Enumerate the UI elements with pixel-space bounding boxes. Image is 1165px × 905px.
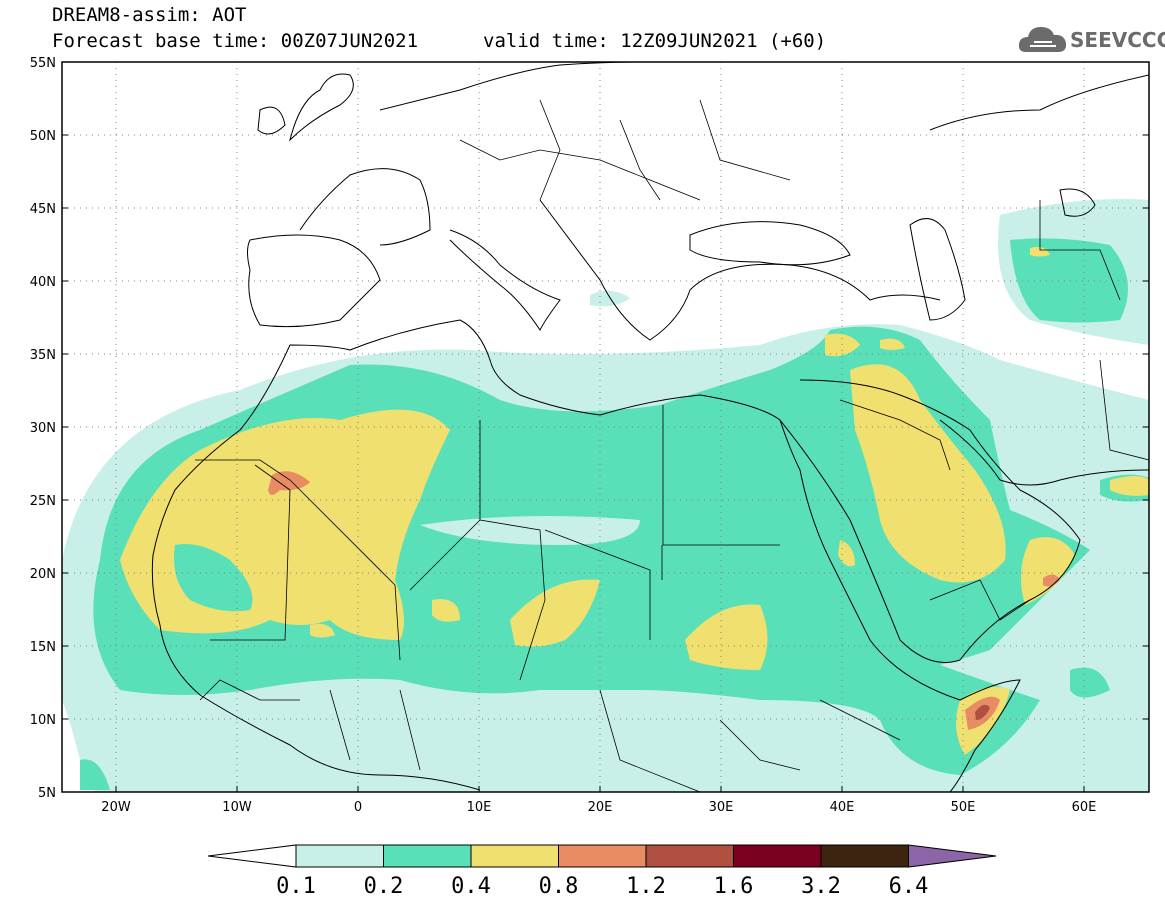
- lat-label: 15N: [30, 640, 56, 655]
- lat-label: 20N: [30, 567, 56, 582]
- colorbar-label: 1.6: [714, 874, 754, 899]
- lat-label: 45N: [30, 202, 56, 217]
- lat-label: 5N: [38, 786, 56, 801]
- colorbar-swatch: [558, 844, 647, 868]
- lat-label: 55N: [30, 56, 56, 71]
- map-title: DREAM8-assim: AOT: [52, 4, 247, 26]
- colorbar-swatch: [383, 844, 472, 868]
- lon-label: 10E: [467, 800, 492, 815]
- lat-label: 10N: [30, 713, 56, 728]
- lat-label: 30N: [30, 421, 56, 436]
- lon-label: 60E: [1072, 800, 1097, 815]
- colorbar-label: 3.2: [801, 874, 841, 899]
- coastlines: [151, 62, 1149, 792]
- lat-label: 40N: [30, 275, 56, 290]
- colorbar-swatch: [733, 844, 822, 868]
- colorbar-label: 0.4: [451, 874, 491, 899]
- country-borders: [195, 99, 1149, 792]
- lon-label: 40E: [830, 800, 855, 815]
- colorbar-label: 1.2: [626, 874, 666, 899]
- colorbar: [207, 844, 997, 868]
- colorbar-swatch: [295, 844, 384, 868]
- colorbar-swatch: [470, 844, 559, 868]
- forecast-base-time: Forecast base time: 00Z07JUN2021: [52, 30, 419, 52]
- aot-band-1.2: [975, 704, 990, 720]
- cloud-icon: [1018, 27, 1067, 52]
- lon-label: 50E: [951, 800, 976, 815]
- lat-label: 50N: [30, 129, 56, 144]
- lat-label: 25N: [30, 494, 56, 509]
- aot-band-0.4: [120, 246, 1149, 755]
- lat-label: 35N: [30, 348, 56, 363]
- colorbar-upper-arrow: [908, 844, 997, 868]
- colorbar-swatch: [820, 844, 909, 868]
- aot-field: [62, 62, 1149, 792]
- colorbar-lower-arrow: [207, 844, 297, 868]
- colorbar-label: 0.8: [539, 874, 579, 899]
- lon-label: 30E: [709, 800, 734, 815]
- seevccc-logo: SEEVCCC: [1018, 22, 1165, 58]
- tick-marks: [62, 134, 1149, 792]
- lon-label: 0: [354, 800, 362, 815]
- valid-time: valid time: 12Z09JUN2021 (+60): [483, 30, 827, 52]
- lon-label: 20E: [588, 800, 613, 815]
- colorbar-label: 0.2: [364, 874, 404, 899]
- longitude-labels: 20W 10W 0 10E 20E 30E 40E 50E 60E: [101, 800, 1096, 815]
- logo-text: SEEVCCC: [1070, 28, 1165, 52]
- colorbar-label: 0.1: [276, 874, 316, 899]
- colorbar-labels: 0.1 0.2 0.4 0.8 1.2 1.6 3.2 6.4: [276, 874, 928, 899]
- colorbar-label: 6.4: [889, 874, 929, 899]
- lon-label: 20W: [101, 800, 131, 815]
- colorbar-swatch: [645, 844, 734, 868]
- latitude-labels: 55N 50N 45N 40N 35N 30N 25N 20N 15N 10N …: [30, 56, 56, 801]
- lon-label: 10W: [222, 800, 252, 815]
